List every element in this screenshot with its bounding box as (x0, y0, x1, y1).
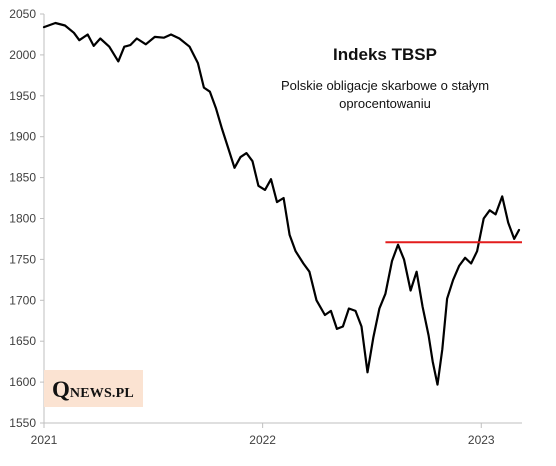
y-tick-label: 1750 (9, 252, 36, 266)
qnews-logo: QNEWS.PL (44, 370, 143, 407)
chart-subtitle-line-1: Polskie obligacje skarbowe o stałym (281, 78, 489, 93)
y-tick-label: 2050 (9, 7, 36, 21)
y-axis: 1550 1600 1650 1700 1750 1800 1850 1900 1950 2000… (9, 7, 45, 430)
y-tick-label: 2000 (9, 48, 36, 62)
y-tick-label: 1650 (9, 334, 36, 348)
chart-title: Indeks TBSP (333, 45, 437, 64)
y-tick-label: 1600 (9, 375, 36, 389)
y-tick-label: 1950 (9, 89, 36, 103)
y-tick-label: 1850 (9, 171, 36, 185)
series-layer (42, 21, 521, 386)
logo-q-letter: Q (52, 377, 70, 402)
y-tick-label: 1900 (9, 130, 36, 144)
x-tick-label: 2023 (468, 433, 495, 447)
chart-subtitle-line-2: oprocentowaniu (339, 96, 431, 111)
x-axis: 2021 2022 2023 (31, 422, 522, 447)
x-tick-label: 2021 (31, 433, 58, 447)
y-tick-label: 1550 (9, 416, 36, 430)
y-tick-label: 1800 (9, 212, 36, 226)
y-tick-label: 1700 (9, 293, 36, 307)
logo-text: NEWS.PL (69, 386, 134, 401)
tbsp-index-line (42, 21, 521, 386)
x-tick-label: 2022 (249, 433, 276, 447)
